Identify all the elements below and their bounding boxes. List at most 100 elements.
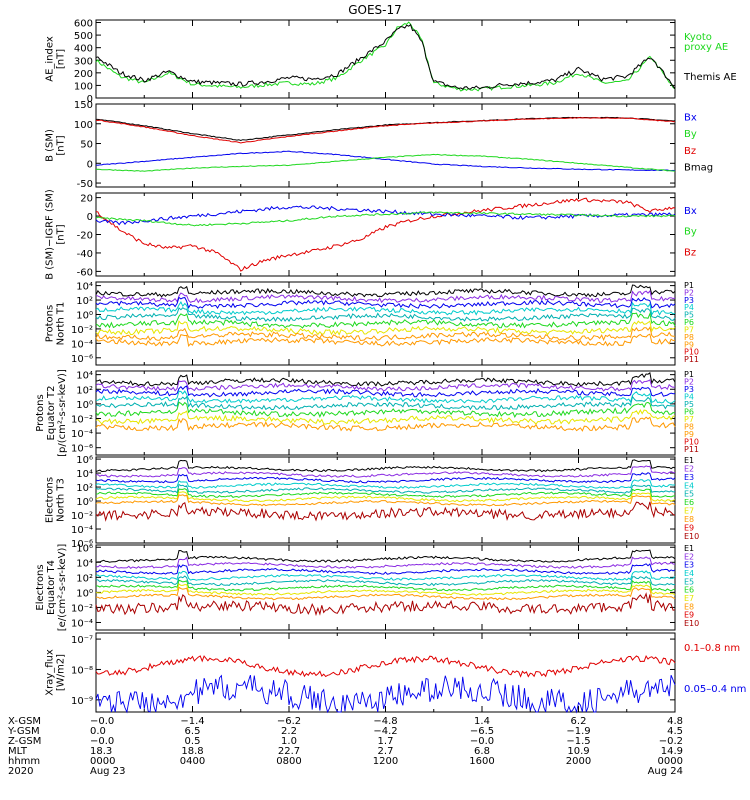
y-tick-label: 100	[74, 120, 93, 131]
legend-p6: P6	[684, 318, 694, 327]
x-value: 0.5	[185, 736, 201, 747]
series-p4	[96, 390, 676, 404]
x-row-label: 2020	[8, 766, 33, 777]
legend-by: By	[684, 227, 697, 238]
y-tick-label: 10⁻⁴	[71, 429, 93, 440]
legend-p2: P2	[684, 288, 694, 297]
x-row-label: Z-GSM	[8, 736, 41, 747]
series-bmag	[96, 116, 676, 142]
legend-p9: P9	[684, 430, 694, 439]
series-0-05-0-4-nm	[95, 674, 676, 714]
legend-e1: E1	[684, 544, 694, 553]
series-e8	[95, 494, 676, 507]
legend-e3: E3	[684, 561, 694, 570]
x-value: −6.5	[470, 726, 494, 737]
x-value: 0400	[180, 756, 205, 767]
series-p4	[95, 300, 676, 316]
x-value: 18.8	[181, 746, 203, 757]
legend-p9: P9	[684, 340, 694, 349]
y-tick-label: 10⁰	[76, 497, 93, 508]
x-value: 22.7	[278, 746, 300, 757]
y-tick-label: 10⁻²	[71, 414, 93, 425]
legend-e7: E7	[684, 594, 694, 603]
panel-ee: 10⁶ 10⁴ 10² 10⁰ 10⁻² 10⁻⁴ Electrons Equator T4[…	[35, 543, 699, 631]
x-value: −1.4	[180, 716, 204, 727]
y-axis-label: [nT]	[56, 49, 67, 69]
legend-bx: Bx	[684, 113, 697, 124]
x-row-label: hhmm	[8, 756, 40, 767]
series-e7	[95, 583, 676, 596]
y-tick-label: 10⁻⁴	[71, 525, 93, 536]
series-e6	[95, 579, 676, 592]
x-value: 1.0	[281, 736, 297, 747]
y-tick-label: 10⁻⁶	[71, 539, 93, 550]
y-tick-label: 0	[87, 212, 93, 223]
y-tick-label: 10⁰	[76, 400, 93, 411]
x-axis-labels: X-GSMY-GSMZ-GSMMLThhmm2020−0.00.0−0.018.…	[7, 716, 683, 777]
x-value: 0000	[658, 756, 683, 767]
series-p7	[95, 320, 676, 336]
series-0-1-0-8-nm	[95, 655, 676, 678]
series-p2	[95, 289, 676, 304]
y-tick-label: 10⁰	[76, 310, 93, 321]
panel-frame	[95, 456, 676, 544]
panel-en: 10⁶ 10⁴ 10² 10⁰ 10⁻² 10⁻⁴ 10⁻⁶ Electrons North T…	[45, 455, 700, 550]
y-tick-label: 10⁻⁴	[71, 339, 93, 350]
series-p9	[95, 333, 676, 347]
y-tick-label: 10²	[76, 296, 93, 307]
series-p5	[96, 395, 676, 411]
y-axis-label: B (SM)−IGRF (SM)	[45, 189, 56, 280]
legend-e2: E2	[684, 464, 694, 473]
y-tick-label: 10⁴	[76, 371, 93, 382]
y-tick-label: 10⁻⁹	[71, 696, 93, 707]
y-tick-label: 20	[80, 194, 93, 205]
y-axis-label: Equator T2	[46, 386, 57, 441]
y-tick-label: 0	[87, 159, 93, 170]
y-tick-label: -60	[77, 267, 93, 278]
legend-themis-ae: Themis AE	[683, 72, 737, 83]
legend-p5: P5	[684, 400, 694, 409]
series-bx	[95, 150, 676, 172]
y-tick-label: 10⁻⁶	[71, 444, 93, 455]
series-e10	[95, 501, 676, 522]
x-value: 14.9	[661, 746, 683, 757]
series-p8	[95, 326, 675, 342]
legend-e5: E5	[684, 490, 694, 499]
series-e5	[95, 483, 676, 494]
y-tick-label: 10⁰	[76, 588, 93, 599]
y-tick-label: -40	[77, 249, 93, 260]
y-axis-label: Electrons	[45, 477, 56, 523]
y-axis-label: AE_index	[45, 36, 56, 82]
series-e3	[95, 563, 676, 575]
y-tick-label: 10⁻⁴	[71, 618, 93, 629]
series-e6	[95, 488, 676, 499]
y-tick-label: 10²	[76, 385, 93, 396]
legend-e9: E9	[684, 611, 694, 620]
y-tick-label: 10⁴	[76, 558, 93, 569]
chart-title: GOES-17	[348, 3, 402, 17]
x-value: 10.9	[567, 746, 589, 757]
x-value: −4.2	[373, 726, 397, 737]
legend-e7: E7	[684, 507, 694, 516]
legend-e4: E4	[684, 569, 694, 578]
series-p5	[95, 307, 676, 323]
y-tick-label: 400	[74, 44, 93, 55]
series-by	[95, 211, 676, 227]
y-tick-label: -20	[77, 231, 93, 242]
series-p3	[95, 385, 676, 398]
y-tick-label: 150	[74, 100, 93, 111]
legend-e2: E2	[684, 552, 694, 561]
series-e4	[95, 570, 676, 581]
x-row-label: X-GSM	[8, 716, 41, 727]
y-tick-label: 10⁻⁷	[71, 635, 93, 646]
x-value: 0.0	[90, 726, 106, 737]
x-value: 1200	[373, 756, 398, 767]
legend-e10: E10	[684, 532, 699, 541]
y-tick-label: 10⁴	[76, 282, 93, 293]
x-value: −4.8	[373, 716, 397, 727]
y-axis-label: [nT]	[56, 224, 67, 244]
x-value: 2.2	[281, 726, 297, 737]
panel-bsm: -50 0 50 100 150 B (SM) [nT] Bx By Bz Bmag	[45, 100, 714, 190]
